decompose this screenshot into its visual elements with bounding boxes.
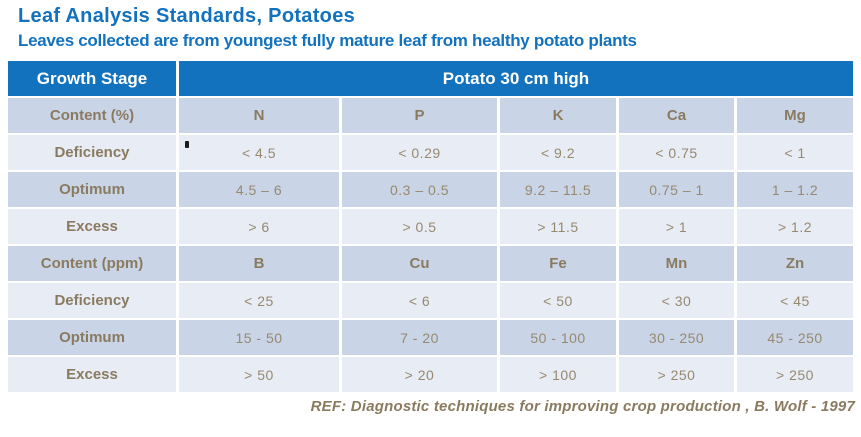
col-header-fe: Fe — [500, 246, 616, 281]
value-cell: > 11.5 — [500, 209, 616, 244]
value-cell: > 250 — [619, 357, 734, 392]
value-cell: < 1 — [737, 135, 853, 170]
row-label-optimum-ppm: Optimum — [8, 320, 176, 355]
value-cell: 50 - 100 — [500, 320, 616, 355]
col-header-b: B — [179, 246, 339, 281]
value-cell: 7 - 20 — [342, 320, 497, 355]
value-cell: < 0.29 — [342, 135, 497, 170]
leaf-analysis-table: Growth Stage Potato 30 cm high Content (… — [8, 61, 853, 392]
value-cell: > 20 — [342, 357, 497, 392]
value-cell: < 50 — [500, 283, 616, 318]
value-cell: < 45 — [737, 283, 853, 318]
stray-bullet-mark — [185, 141, 189, 148]
row-label-optimum-pct: Optimum — [8, 172, 176, 207]
col-header-cu: Cu — [342, 246, 497, 281]
value-cell: > 1 — [619, 209, 734, 244]
col-header-k: K — [500, 98, 616, 133]
reference-footnote: REF: Diagnostic techniques for improving… — [310, 398, 855, 415]
value-cell: 0.75 – 1 — [619, 172, 734, 207]
header-growth-stage: Growth Stage — [8, 61, 176, 96]
row-label-deficiency-ppm: Deficiency — [8, 283, 176, 318]
row-label-excess-ppm: Excess — [8, 357, 176, 392]
header-potato-stage: Potato 30 cm high — [179, 61, 853, 96]
row-label-deficiency-pct: Deficiency — [8, 135, 176, 170]
value-cell: < 30 — [619, 283, 734, 318]
value-cell: < 9.2 — [500, 135, 616, 170]
col-header-p: P — [342, 98, 497, 133]
value-cell: > 0.5 — [342, 209, 497, 244]
value-cell: < 0.75 — [619, 135, 734, 170]
col-header-n: N — [179, 98, 339, 133]
value-cell: 1 – 1.2 — [737, 172, 853, 207]
row-label-content-ppm: Content (ppm) — [8, 246, 176, 281]
value-cell: 30 - 250 — [619, 320, 734, 355]
value-cell: > 250 — [737, 357, 853, 392]
row-label-content-pct: Content (%) — [8, 98, 176, 133]
value-cell: < 25 — [179, 283, 339, 318]
value-cell: > 6 — [179, 209, 339, 244]
col-header-mn: Mn — [619, 246, 734, 281]
value-cell: > 50 — [179, 357, 339, 392]
value-cell: 15 - 50 — [179, 320, 339, 355]
value-cell: 45 - 250 — [737, 320, 853, 355]
value-cell: 9.2 – 11.5 — [500, 172, 616, 207]
page-subtitle: Leaves collected are from youngest fully… — [18, 31, 637, 50]
page-title: Leaf Analysis Standards, Potatoes — [18, 5, 356, 27]
value-cell: 0.3 – 0.5 — [342, 172, 497, 207]
col-header-ca: Ca — [619, 98, 734, 133]
value-cell: > 100 — [500, 357, 616, 392]
row-label-excess-pct: Excess — [8, 209, 176, 244]
col-header-mg: Mg — [737, 98, 853, 133]
col-header-zn: Zn — [737, 246, 853, 281]
value-cell: < 4.5 — [179, 135, 339, 170]
value-cell: < 6 — [342, 283, 497, 318]
value-cell: > 1.2 — [737, 209, 853, 244]
value-cell: 4.5 – 6 — [179, 172, 339, 207]
